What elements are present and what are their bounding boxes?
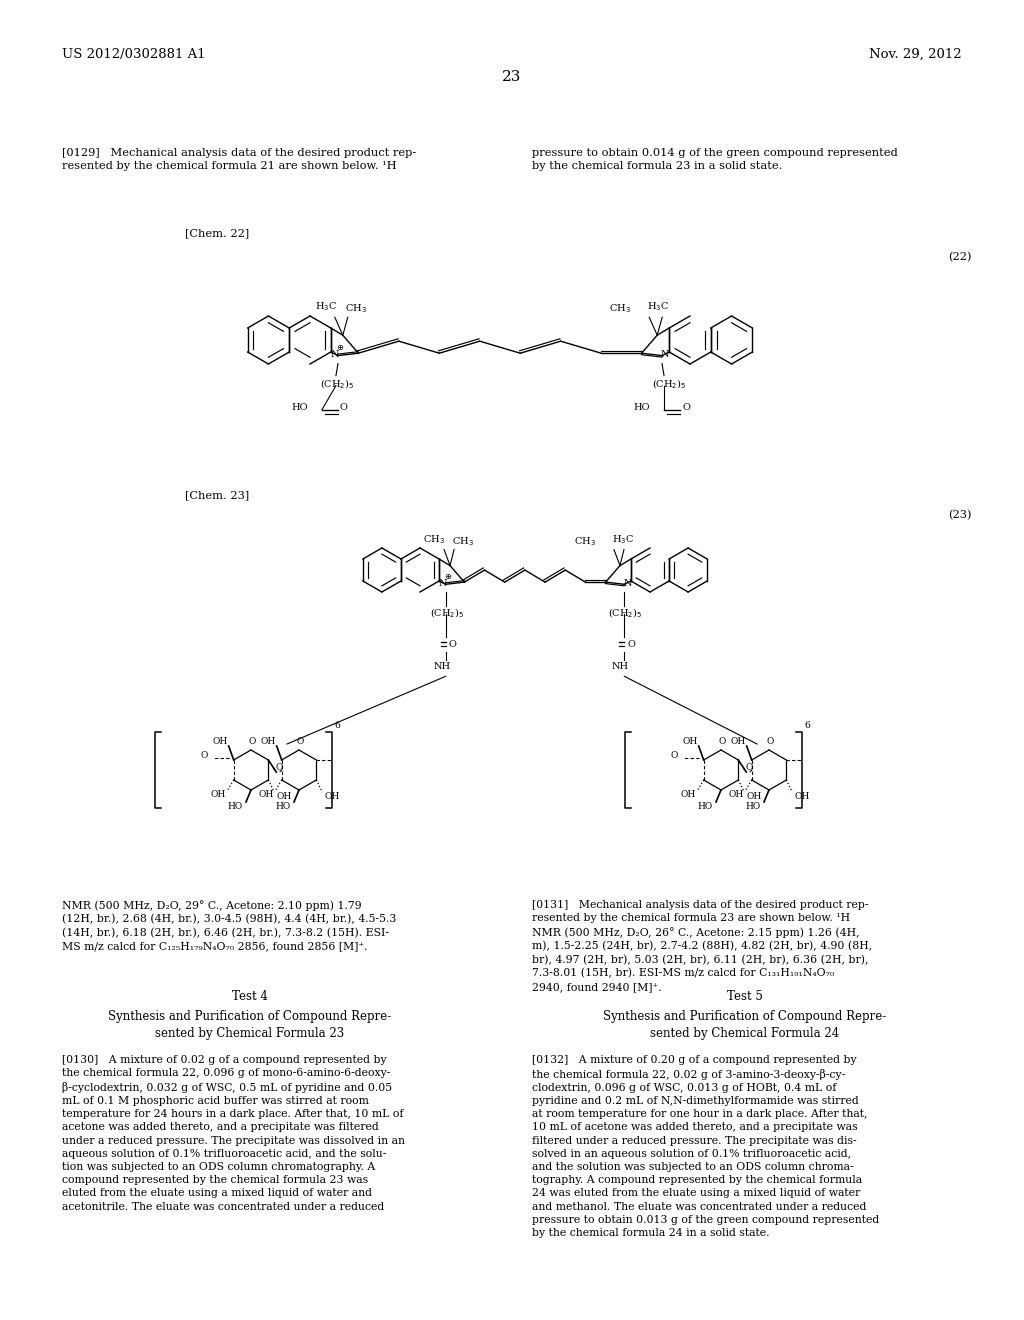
Text: HO: HO — [634, 403, 650, 412]
Text: OH: OH — [746, 792, 762, 801]
Text: OH: OH — [260, 737, 275, 746]
Text: O: O — [201, 751, 208, 760]
Text: O: O — [718, 737, 726, 746]
Text: OH: OH — [795, 792, 810, 801]
Text: 6: 6 — [334, 721, 340, 730]
Text: [0129]   Mechanical analysis data of the desired product rep-
resented by the ch: [0129] Mechanical analysis data of the d… — [62, 148, 416, 172]
Text: O: O — [628, 640, 635, 649]
Text: OH: OH — [258, 789, 273, 799]
Text: O: O — [746, 763, 754, 772]
Text: Synthesis and Purification of Compound Repre-
sented by Chemical Formula 24: Synthesis and Purification of Compound R… — [603, 1010, 887, 1040]
Text: H$_3$C: H$_3$C — [314, 301, 337, 313]
Text: [Chem. 22]: [Chem. 22] — [185, 228, 249, 238]
Text: O: O — [449, 640, 457, 649]
Text: (CH$_2$)$_5$: (CH$_2$)$_5$ — [652, 378, 686, 391]
Text: (CH$_2$)$_5$: (CH$_2$)$_5$ — [608, 606, 642, 620]
Text: OH: OH — [728, 789, 743, 799]
Text: OH: OH — [325, 792, 340, 801]
Text: Test 4: Test 4 — [232, 990, 268, 1003]
Text: N: N — [623, 578, 632, 587]
Text: (22): (22) — [948, 252, 972, 263]
Text: OH: OH — [682, 737, 697, 746]
Text: 6: 6 — [804, 721, 810, 730]
Text: Nov. 29, 2012: Nov. 29, 2012 — [869, 48, 962, 61]
Text: H$_3$C: H$_3$C — [647, 301, 670, 313]
Text: US 2012/0302881 A1: US 2012/0302881 A1 — [62, 48, 206, 61]
Text: O: O — [276, 763, 284, 772]
Text: OH: OH — [730, 737, 745, 746]
Text: CH$_3$: CH$_3$ — [423, 533, 445, 545]
Text: CH$_3$: CH$_3$ — [574, 535, 596, 548]
Text: NH: NH — [611, 661, 629, 671]
Text: NMR (500 MHz, D₂O, 29° C., Acetone: 2.10 ppm) 1.79
(12H, br.), 2.68 (4H, br.), 3: NMR (500 MHz, D₂O, 29° C., Acetone: 2.10… — [62, 900, 396, 952]
Text: OH: OH — [210, 789, 225, 799]
Text: HO: HO — [275, 803, 291, 810]
Text: Synthesis and Purification of Compound Repre-
sented by Chemical Formula 23: Synthesis and Purification of Compound R… — [109, 1010, 391, 1040]
Text: [0130]   A mixture of 0.02 g of a compound represented by
the chemical formula 2: [0130] A mixture of 0.02 g of a compound… — [62, 1055, 406, 1212]
Text: O: O — [296, 737, 304, 746]
Text: ⊕: ⊕ — [337, 343, 343, 352]
Text: HO: HO — [227, 803, 243, 810]
Text: [Chem. 23]: [Chem. 23] — [185, 490, 249, 500]
Text: Test 5: Test 5 — [727, 990, 763, 1003]
Text: (CH$_2$)$_5$: (CH$_2$)$_5$ — [430, 606, 464, 620]
Text: O: O — [248, 737, 256, 746]
Text: HO: HO — [697, 803, 713, 810]
Text: OH: OH — [680, 789, 695, 799]
Text: HO: HO — [745, 803, 761, 810]
Text: O: O — [766, 737, 774, 746]
Text: CH$_3$: CH$_3$ — [609, 302, 631, 315]
Text: HO: HO — [292, 403, 308, 412]
Text: O: O — [682, 403, 690, 412]
Text: OH: OH — [212, 737, 227, 746]
Text: pressure to obtain 0.014 g of the green compound represented
by the chemical for: pressure to obtain 0.014 g of the green … — [532, 148, 898, 172]
Text: O: O — [340, 403, 348, 412]
Text: [0131]   Mechanical analysis data of the desired product rep-
resented by the ch: [0131] Mechanical analysis data of the d… — [532, 900, 872, 991]
Text: NH: NH — [433, 661, 451, 671]
Text: N: N — [660, 350, 670, 359]
Text: (CH$_2$)$_5$: (CH$_2$)$_5$ — [319, 378, 354, 391]
Text: ⊕: ⊕ — [444, 572, 452, 581]
Text: CH$_3$: CH$_3$ — [345, 302, 367, 315]
Text: CH$_3$: CH$_3$ — [452, 535, 474, 548]
Text: 23: 23 — [503, 70, 521, 84]
Text: O: O — [671, 751, 678, 760]
Text: N: N — [438, 578, 446, 587]
Text: [0132]   A mixture of 0.20 g of a compound represented by
the chemical formula 2: [0132] A mixture of 0.20 g of a compound… — [532, 1055, 880, 1238]
Text: (23): (23) — [948, 510, 972, 520]
Text: OH: OH — [276, 792, 292, 801]
Text: N: N — [331, 350, 339, 359]
Text: H$_3$C: H$_3$C — [612, 533, 634, 545]
